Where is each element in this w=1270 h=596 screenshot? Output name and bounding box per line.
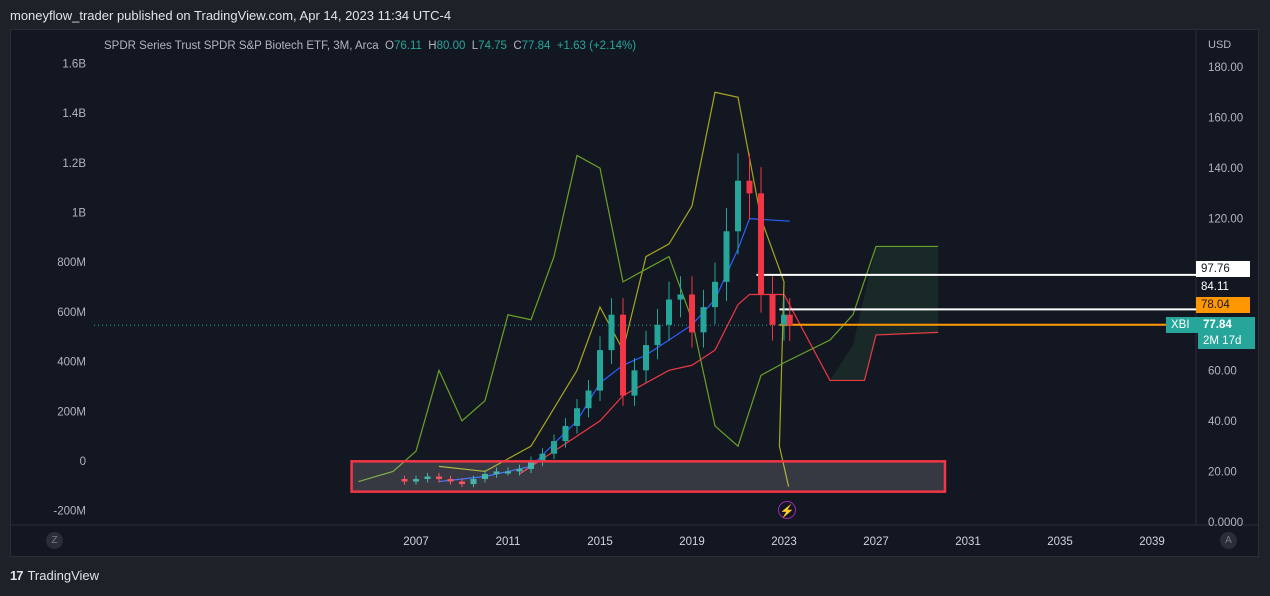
- footer: 17 TradingView: [10, 568, 99, 583]
- tradingview-logo-icon: 17: [10, 568, 24, 583]
- candle-body: [585, 390, 592, 409]
- candle-body: [781, 314, 787, 325]
- candle-body: [597, 350, 603, 391]
- candle-body: [447, 479, 454, 482]
- time-tick-label: 2031: [955, 536, 981, 548]
- price-tick-label: 60.00: [1208, 365, 1237, 377]
- candle-body: [786, 314, 793, 326]
- price-tick-label: 40.00: [1208, 416, 1237, 428]
- legend-close: 77.84: [521, 40, 551, 52]
- price-tick-label: 160.00: [1208, 113, 1243, 125]
- candle-body: [689, 294, 695, 333]
- candle-body: [735, 180, 741, 232]
- last-price-tag: 77.84: [1198, 317, 1255, 333]
- chart-panel[interactable]: 180.00 160.00 140.00 120.00 60.00 40.00 20.00 0…: [10, 29, 1259, 557]
- level-tag-97: 97.76: [1196, 261, 1250, 277]
- price-tick-label: 0.0000: [1208, 517, 1243, 529]
- legend-close-label: C: [513, 40, 522, 52]
- time-tick-label: 2035: [1047, 536, 1073, 548]
- level-tag-84: 84.11: [1201, 281, 1229, 293]
- projection-cloud: [830, 246, 939, 381]
- level-tag-78: 78.04: [1196, 297, 1250, 313]
- price-tick-label: 180.00: [1208, 62, 1243, 74]
- candle-body: [643, 345, 649, 371]
- candle-body: [424, 476, 431, 480]
- candle-body: [608, 314, 615, 351]
- candle-body: [574, 408, 580, 426]
- price-tick-label: 140.00: [1208, 163, 1243, 175]
- candle-body: [505, 471, 511, 474]
- indicator-support_red: [519, 293, 939, 475]
- symbol-tag: XBI: [1166, 317, 1198, 333]
- legend-open: 76.11: [393, 40, 422, 52]
- time-tick-label: 2007: [403, 536, 429, 548]
- candle-body: [413, 479, 419, 482]
- indicator-line_yellow: [438, 91, 790, 487]
- candle-body: [746, 180, 753, 194]
- currency-label: USD: [1208, 39, 1232, 51]
- volume-tick-label: 1.6B: [62, 58, 86, 70]
- candle-body: [620, 314, 626, 396]
- candle-body: [758, 193, 764, 295]
- candle-body: [482, 473, 488, 480]
- legend-low: 74.75: [478, 40, 507, 52]
- time-tick-label: 2011: [496, 536, 521, 548]
- price-tick-label: 120.00: [1208, 214, 1243, 226]
- candle-body: [551, 441, 557, 454]
- volume-tick-label: 1B: [72, 208, 86, 220]
- candle-body: [677, 294, 684, 300]
- volume-tick-label: 1.2B: [62, 158, 86, 170]
- candle-body: [723, 231, 730, 282]
- candle-body: [769, 294, 776, 325]
- legend-low-label: L: [471, 40, 479, 52]
- volume-tick-label: 600M: [57, 307, 86, 319]
- legend-change: +1.63 (+2.14%): [556, 40, 637, 52]
- volume-tick-label: 0: [80, 456, 86, 468]
- indicator-line_green: [358, 154, 939, 483]
- candle-body: [562, 425, 569, 442]
- price-tick-label: 20.00: [1208, 466, 1237, 478]
- time-tick-label: 2019: [679, 536, 705, 548]
- time-tick-label: 2027: [863, 536, 889, 548]
- time-tick-label: 2039: [1139, 536, 1165, 548]
- volume-tick-label: 400M: [57, 357, 86, 369]
- candle-body: [493, 471, 500, 474]
- legend-high: 80.00: [436, 40, 466, 52]
- candle-body: [401, 479, 408, 482]
- time-tick-label: 2015: [587, 536, 613, 548]
- legend-high-label: H: [428, 40, 437, 52]
- left-scale-button[interactable]: Z: [46, 532, 63, 549]
- candle-body: [528, 461, 534, 469]
- legend-title: SPDR Series Trust SPDR S&P Biotech ETF, …: [104, 40, 379, 52]
- candle-body: [654, 324, 661, 346]
- candle-body: [459, 481, 465, 485]
- legend-open-label: O: [385, 40, 394, 52]
- lightning-event-icon[interactable]: ⚡: [778, 501, 796, 519]
- candle-body: [700, 307, 707, 333]
- candle-body: [436, 476, 442, 480]
- bar-countdown-tag: 2M 17d: [1198, 333, 1255, 349]
- volume-tick-label: 200M: [57, 406, 86, 418]
- volume-tick-label: 1.4B: [62, 108, 86, 120]
- highlight-box-annotation: [350, 460, 947, 493]
- price-chart[interactable]: 180.00 160.00 140.00 120.00 60.00 40.00 20.00 0…: [11, 30, 1259, 557]
- candle-body: [666, 299, 672, 325]
- volume-tick-label: 800M: [57, 257, 86, 269]
- candle-body: [470, 479, 477, 485]
- symbol-legend: SPDR Series Trust SPDR S&P Biotech ETF, …: [104, 40, 636, 52]
- candle-body: [712, 281, 718, 308]
- candle-body: [631, 370, 638, 396]
- candle-body: [539, 453, 546, 462]
- volume-tick-label: -200M: [53, 506, 86, 518]
- footer-brand[interactable]: TradingView: [27, 568, 100, 583]
- time-tick-label: 2023: [771, 536, 797, 548]
- right-scale-button[interactable]: A: [1220, 532, 1237, 549]
- publisher-header: moneyflow_trader published on TradingVie…: [10, 8, 452, 23]
- candle-body: [516, 468, 523, 472]
